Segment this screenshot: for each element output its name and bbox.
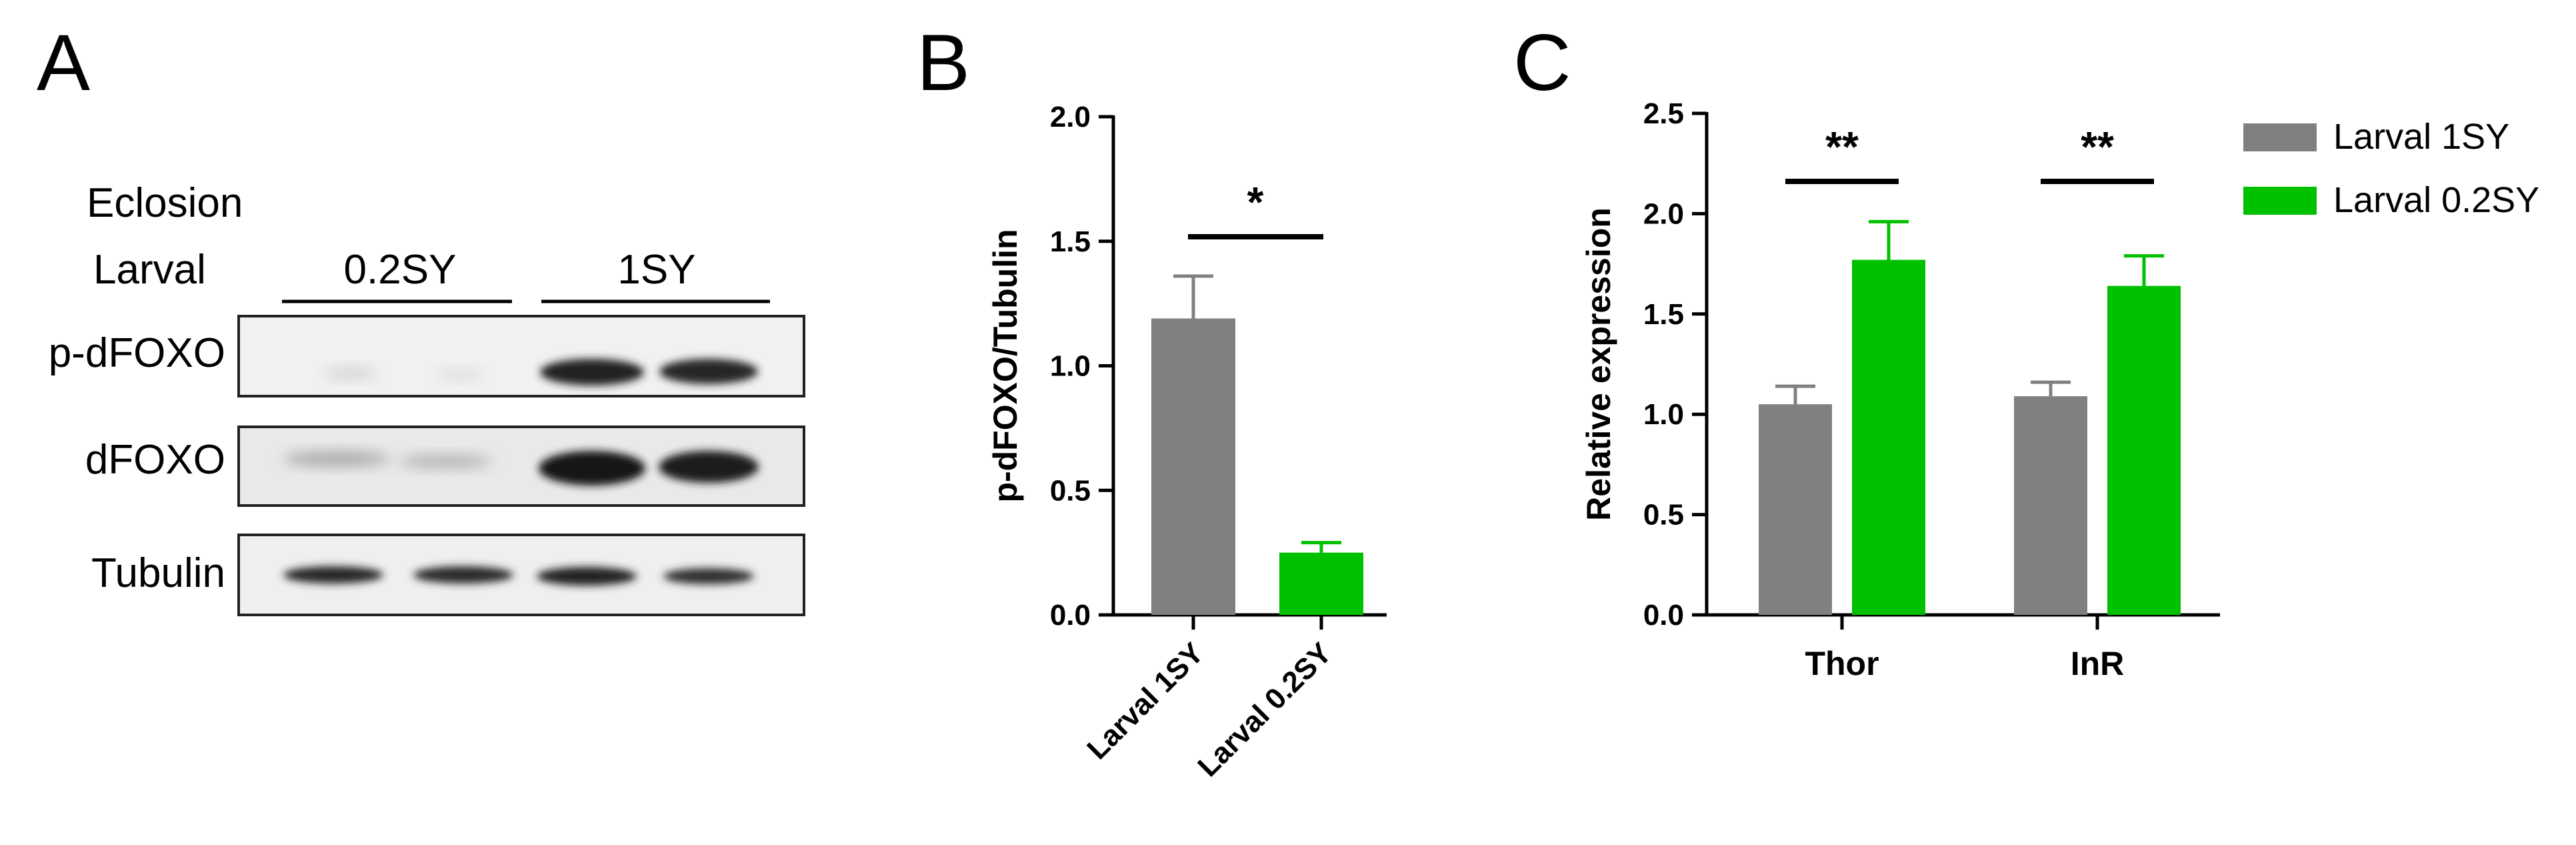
- band: [540, 359, 644, 385]
- band: [659, 359, 758, 384]
- y-tick-label: 1.5: [1643, 298, 1684, 331]
- y-tick-label: 0.5: [1050, 474, 1091, 507]
- y-tick-label: 2.0: [1643, 197, 1684, 230]
- band: [413, 566, 513, 584]
- x-tick-label: Thor: [1805, 645, 1879, 682]
- x-tick-label: Larval 1SY: [1081, 636, 1210, 766]
- x-tick-label: Larval 0.2SY: [1191, 636, 1338, 783]
- significance-marker: **: [2081, 123, 2114, 171]
- band: [435, 369, 485, 380]
- blot-strip-p-dfoxo: [237, 315, 805, 397]
- y-tick-label: 0.0: [1643, 599, 1684, 632]
- legend-label: Larval 1SY: [2333, 117, 2509, 157]
- larval-label: Larval: [93, 247, 206, 293]
- legend-label: Larval 0.2SY: [2333, 180, 2539, 220]
- panel-a: A Eclosion Larval 0.2SY 1SY p-dFOXO dFOX…: [37, 18, 805, 616]
- row-label-p-dfoxo: p-dFOXO: [49, 330, 225, 376]
- y-axis-title: p-dFOXO/Tubulin: [987, 229, 1024, 502]
- y-tick-label: 0.5: [1643, 499, 1684, 532]
- bar: [1279, 552, 1363, 615]
- bar: [2107, 285, 2181, 615]
- band: [399, 455, 492, 468]
- row-label-tubulin: Tubulin: [91, 550, 225, 596]
- y-tick-label: 2.5: [1643, 97, 1684, 130]
- blot-strip-dfoxo: [237, 426, 805, 507]
- legend-swatch: [2243, 123, 2317, 151]
- bar: [1852, 259, 1925, 616]
- significance-marker: *: [1247, 178, 1264, 226]
- significance-marker: **: [1825, 123, 1859, 171]
- band: [539, 451, 645, 486]
- row-label-dfoxo: dFOXO: [85, 437, 225, 483]
- bar: [1759, 404, 1832, 615]
- band: [537, 567, 637, 586]
- band: [283, 452, 390, 466]
- bar: [1151, 318, 1235, 615]
- band: [283, 566, 383, 584]
- panel-b-letter: B: [917, 18, 970, 107]
- bar: [2014, 396, 2087, 615]
- group-label-1sy: 1SY: [617, 247, 695, 293]
- panel-a-letter: A: [37, 18, 90, 107]
- band: [659, 451, 759, 483]
- y-tick-label: 2.0: [1050, 101, 1091, 133]
- y-tick-label: 1.0: [1050, 350, 1091, 383]
- y-tick-label: 0.0: [1050, 599, 1091, 632]
- legend-swatch: [2243, 187, 2317, 215]
- x-tick-label: InR: [2071, 645, 2125, 682]
- panel-c: C 0.0 0.5 1.0 1.5 2.0 2.5 Thor ** InR ** Relative …: [1513, 18, 2539, 682]
- blot-strip-tubulin: [237, 534, 805, 616]
- y-tick-label: 1.5: [1050, 225, 1091, 258]
- band: [663, 568, 754, 584]
- eclosion-label: Eclosion: [87, 180, 243, 226]
- band: [323, 367, 377, 379]
- panel-c-letter: C: [1513, 18, 1571, 107]
- y-tick-label: 1.0: [1643, 398, 1684, 431]
- y-axis-title: Relative expression: [1580, 207, 1617, 521]
- group-label-0-2sy: 0.2SY: [344, 247, 457, 293]
